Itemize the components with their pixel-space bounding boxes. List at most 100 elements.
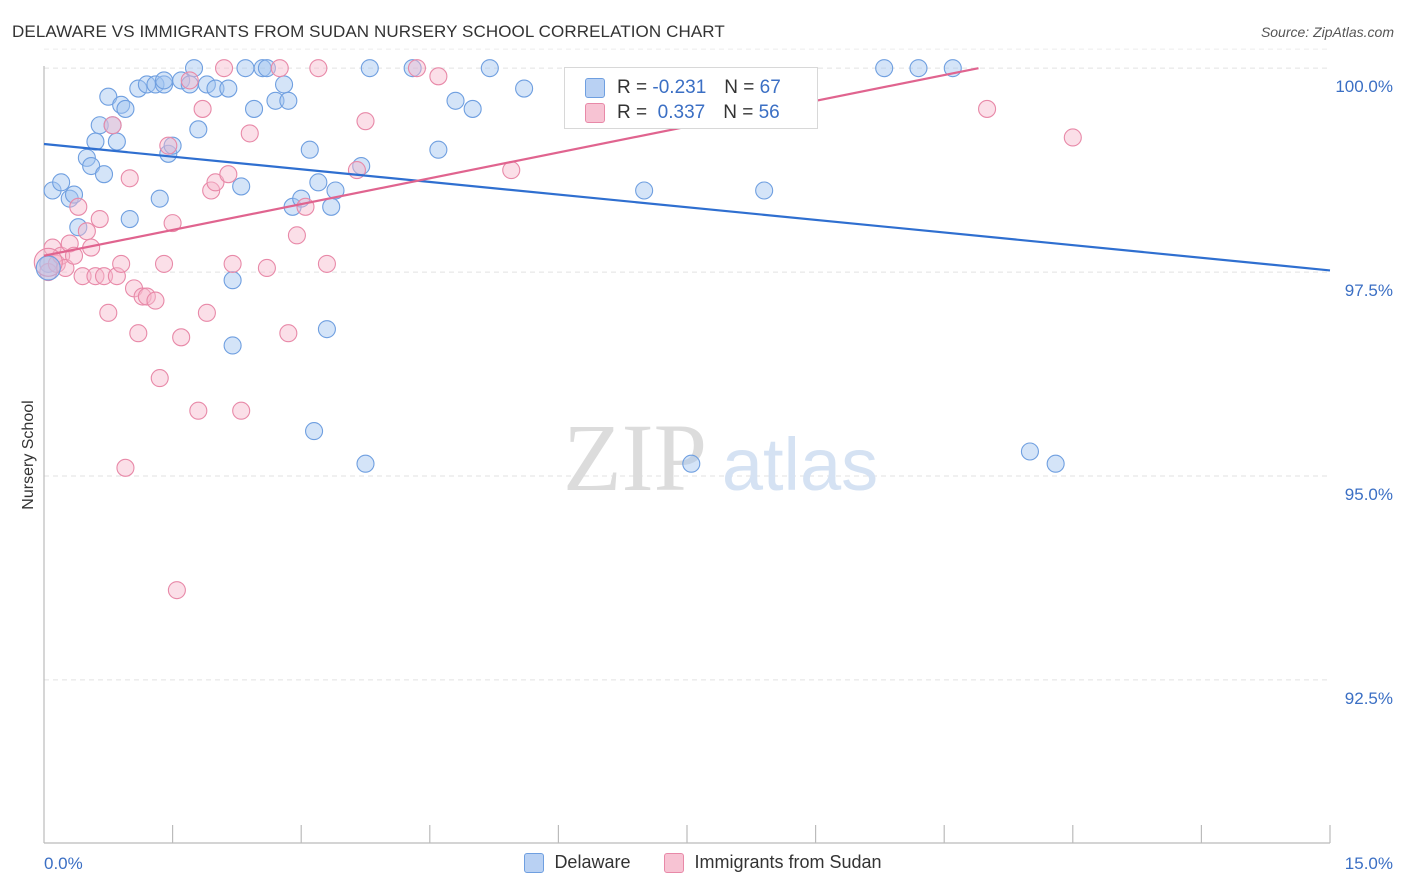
delaware-point: [69, 218, 88, 237]
sudan-point: [978, 99, 997, 118]
delaware-point: [403, 59, 422, 78]
sudan-point: [279, 324, 298, 343]
sudan-point: [232, 401, 251, 420]
sudan-point: [99, 303, 118, 322]
sudan-point: [429, 67, 448, 86]
delaware-point: [515, 79, 534, 98]
r-label: R =: [617, 102, 648, 123]
delaware-point: [356, 454, 375, 473]
sudan-point: [287, 226, 306, 245]
sudan-point: [56, 258, 75, 278]
delaware-point: [129, 79, 148, 98]
sudan-point: [189, 401, 208, 420]
watermark: ZIP atlas: [563, 404, 878, 511]
delaware-point: [300, 140, 319, 159]
sudan-point: [407, 59, 426, 78]
delaware-point: [429, 140, 448, 159]
delaware-point: [1046, 454, 1065, 473]
delaware-point: [107, 132, 126, 151]
sudan-point: [73, 267, 92, 286]
stats-row-sudan: R = 0.337 N = 56: [585, 101, 780, 125]
delaware-swatch: [524, 852, 545, 873]
sudan-point: [94, 267, 114, 286]
sudan-point: [90, 209, 109, 229]
delaware-point: [275, 75, 294, 94]
sudan-point: [163, 214, 182, 233]
x-tick-label: 15.0%: [1345, 854, 1393, 873]
delaware-point: [163, 136, 182, 155]
r-label: R =: [617, 77, 648, 98]
sudan-point: [116, 458, 135, 477]
delaware-point: [90, 116, 109, 135]
delaware-point: [446, 91, 465, 110]
y-tick-label: 95.0%: [1345, 485, 1393, 504]
sudan-point: [103, 116, 122, 135]
delaware-point: [189, 120, 208, 139]
axes: [43, 66, 1331, 844]
sudan-swatch: [585, 103, 605, 123]
sudan-point: [129, 324, 148, 343]
sudan-point: [193, 99, 212, 118]
sudan-point: [146, 291, 165, 310]
sudan-point: [154, 254, 174, 273]
delaware-point: [120, 209, 139, 229]
source-credit: Source: ZipAtlas.com: [1260, 24, 1394, 40]
delaware-point: [682, 454, 701, 473]
n-value-sudan: 56: [758, 102, 780, 123]
delaware-point: [360, 59, 379, 78]
sudan-swatch: [664, 852, 685, 873]
delaware-point: [206, 79, 225, 98]
legend-item-delaware[interactable]: Delaware: [524, 852, 630, 873]
n-label: N =: [723, 102, 754, 123]
series-legend: Delaware Immigrants from Sudan: [0, 852, 1406, 873]
delaware-point: [197, 75, 216, 94]
legend-item-sudan[interactable]: Immigrants from Sudan: [664, 852, 882, 873]
legend-label-sudan: Immigrants from Sudan: [694, 852, 882, 872]
sudan-point: [1063, 128, 1082, 147]
sudan-point: [240, 124, 259, 143]
sudan-point: [69, 197, 88, 216]
gridlines: [44, 48, 1330, 681]
delaware-swatch: [585, 78, 605, 98]
stats-legend: R = -0.231 N = 67 R = 0.337 N = 56: [564, 67, 818, 129]
sudan-point: [202, 181, 221, 200]
sudan-point: [223, 254, 242, 273]
delaware-point: [322, 197, 341, 216]
delaware-point: [317, 320, 336, 339]
delaware-point: [150, 189, 169, 208]
r-value-sudan: 0.337: [657, 102, 706, 123]
sudan-point: [257, 258, 276, 278]
trend-lines: [43, 67, 1331, 272]
r-value-delaware: -0.231: [652, 77, 707, 98]
delaware-point: [154, 75, 174, 94]
delaware-point: [326, 181, 345, 200]
data-points: [33, 59, 1082, 600]
sudan-point: [112, 254, 131, 273]
delaware-point: [463, 99, 482, 118]
delaware-point: [909, 59, 928, 78]
sudan-point: [197, 303, 216, 322]
delaware-point: [305, 422, 324, 441]
delaware-point: [875, 59, 894, 78]
watermark-atlas: atlas: [722, 423, 878, 506]
sudan-point: [206, 173, 225, 192]
delaware-point: [755, 181, 774, 200]
delaware-point: [82, 156, 101, 176]
sudan-point: [180, 71, 199, 90]
delaware-point: [99, 87, 118, 106]
delaware-point: [219, 79, 238, 98]
delaware-point: [35, 255, 61, 281]
n-label: N =: [724, 77, 755, 98]
x-tick-label: 0.0%: [44, 854, 83, 873]
y-tick-label: 100.0%: [1335, 77, 1393, 96]
delaware-point: [232, 177, 251, 196]
sudan-point: [33, 247, 63, 277]
sudan-point: [296, 197, 315, 216]
delaware-point: [77, 148, 96, 167]
delaware-point: [236, 59, 255, 78]
legend-label-delaware: Delaware: [554, 852, 631, 872]
y-axis-label: Nursery School: [20, 400, 37, 510]
y-tick-label: 92.5%: [1345, 689, 1393, 708]
delaware-point: [52, 173, 71, 192]
